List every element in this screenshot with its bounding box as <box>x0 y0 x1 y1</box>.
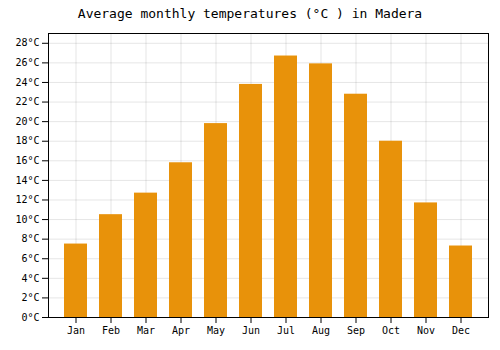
svg-text:10°C: 10°C <box>15 214 39 225</box>
svg-text:Oct: Oct <box>382 325 400 336</box>
svg-text:26°C: 26°C <box>15 57 39 68</box>
svg-text:28°C: 28°C <box>15 37 39 48</box>
svg-text:8°C: 8°C <box>21 233 39 244</box>
svg-text:Jun: Jun <box>242 325 260 336</box>
svg-text:Mar: Mar <box>137 325 155 336</box>
svg-text:Jul: Jul <box>277 325 295 336</box>
svg-text:16°C: 16°C <box>15 155 39 166</box>
svg-text:6°C: 6°C <box>21 253 39 264</box>
svg-text:Jan: Jan <box>67 325 85 336</box>
svg-text:Nov: Nov <box>417 325 435 336</box>
svg-text:18°C: 18°C <box>15 135 39 146</box>
svg-text:14°C: 14°C <box>15 175 39 186</box>
svg-text:24°C: 24°C <box>15 77 39 88</box>
svg-text:12°C: 12°C <box>15 194 39 205</box>
svg-text:2°C: 2°C <box>21 292 39 303</box>
svg-text:22°C: 22°C <box>15 96 39 107</box>
svg-text:Dec: Dec <box>452 325 470 336</box>
svg-text:20°C: 20°C <box>15 116 39 127</box>
svg-text:Sep: Sep <box>347 325 365 336</box>
svg-text:May: May <box>207 325 225 336</box>
svg-text:Apr: Apr <box>172 325 190 336</box>
svg-text:Feb: Feb <box>102 325 120 336</box>
svg-text:4°C: 4°C <box>21 273 39 284</box>
html-text:Average monthly temperatures (: Average monthly temperatures (°C ) in Ma… <box>77 6 423 21</box>
svg-text:0°C: 0°C <box>21 312 39 323</box>
svg-text:Aug: Aug <box>312 325 330 336</box>
